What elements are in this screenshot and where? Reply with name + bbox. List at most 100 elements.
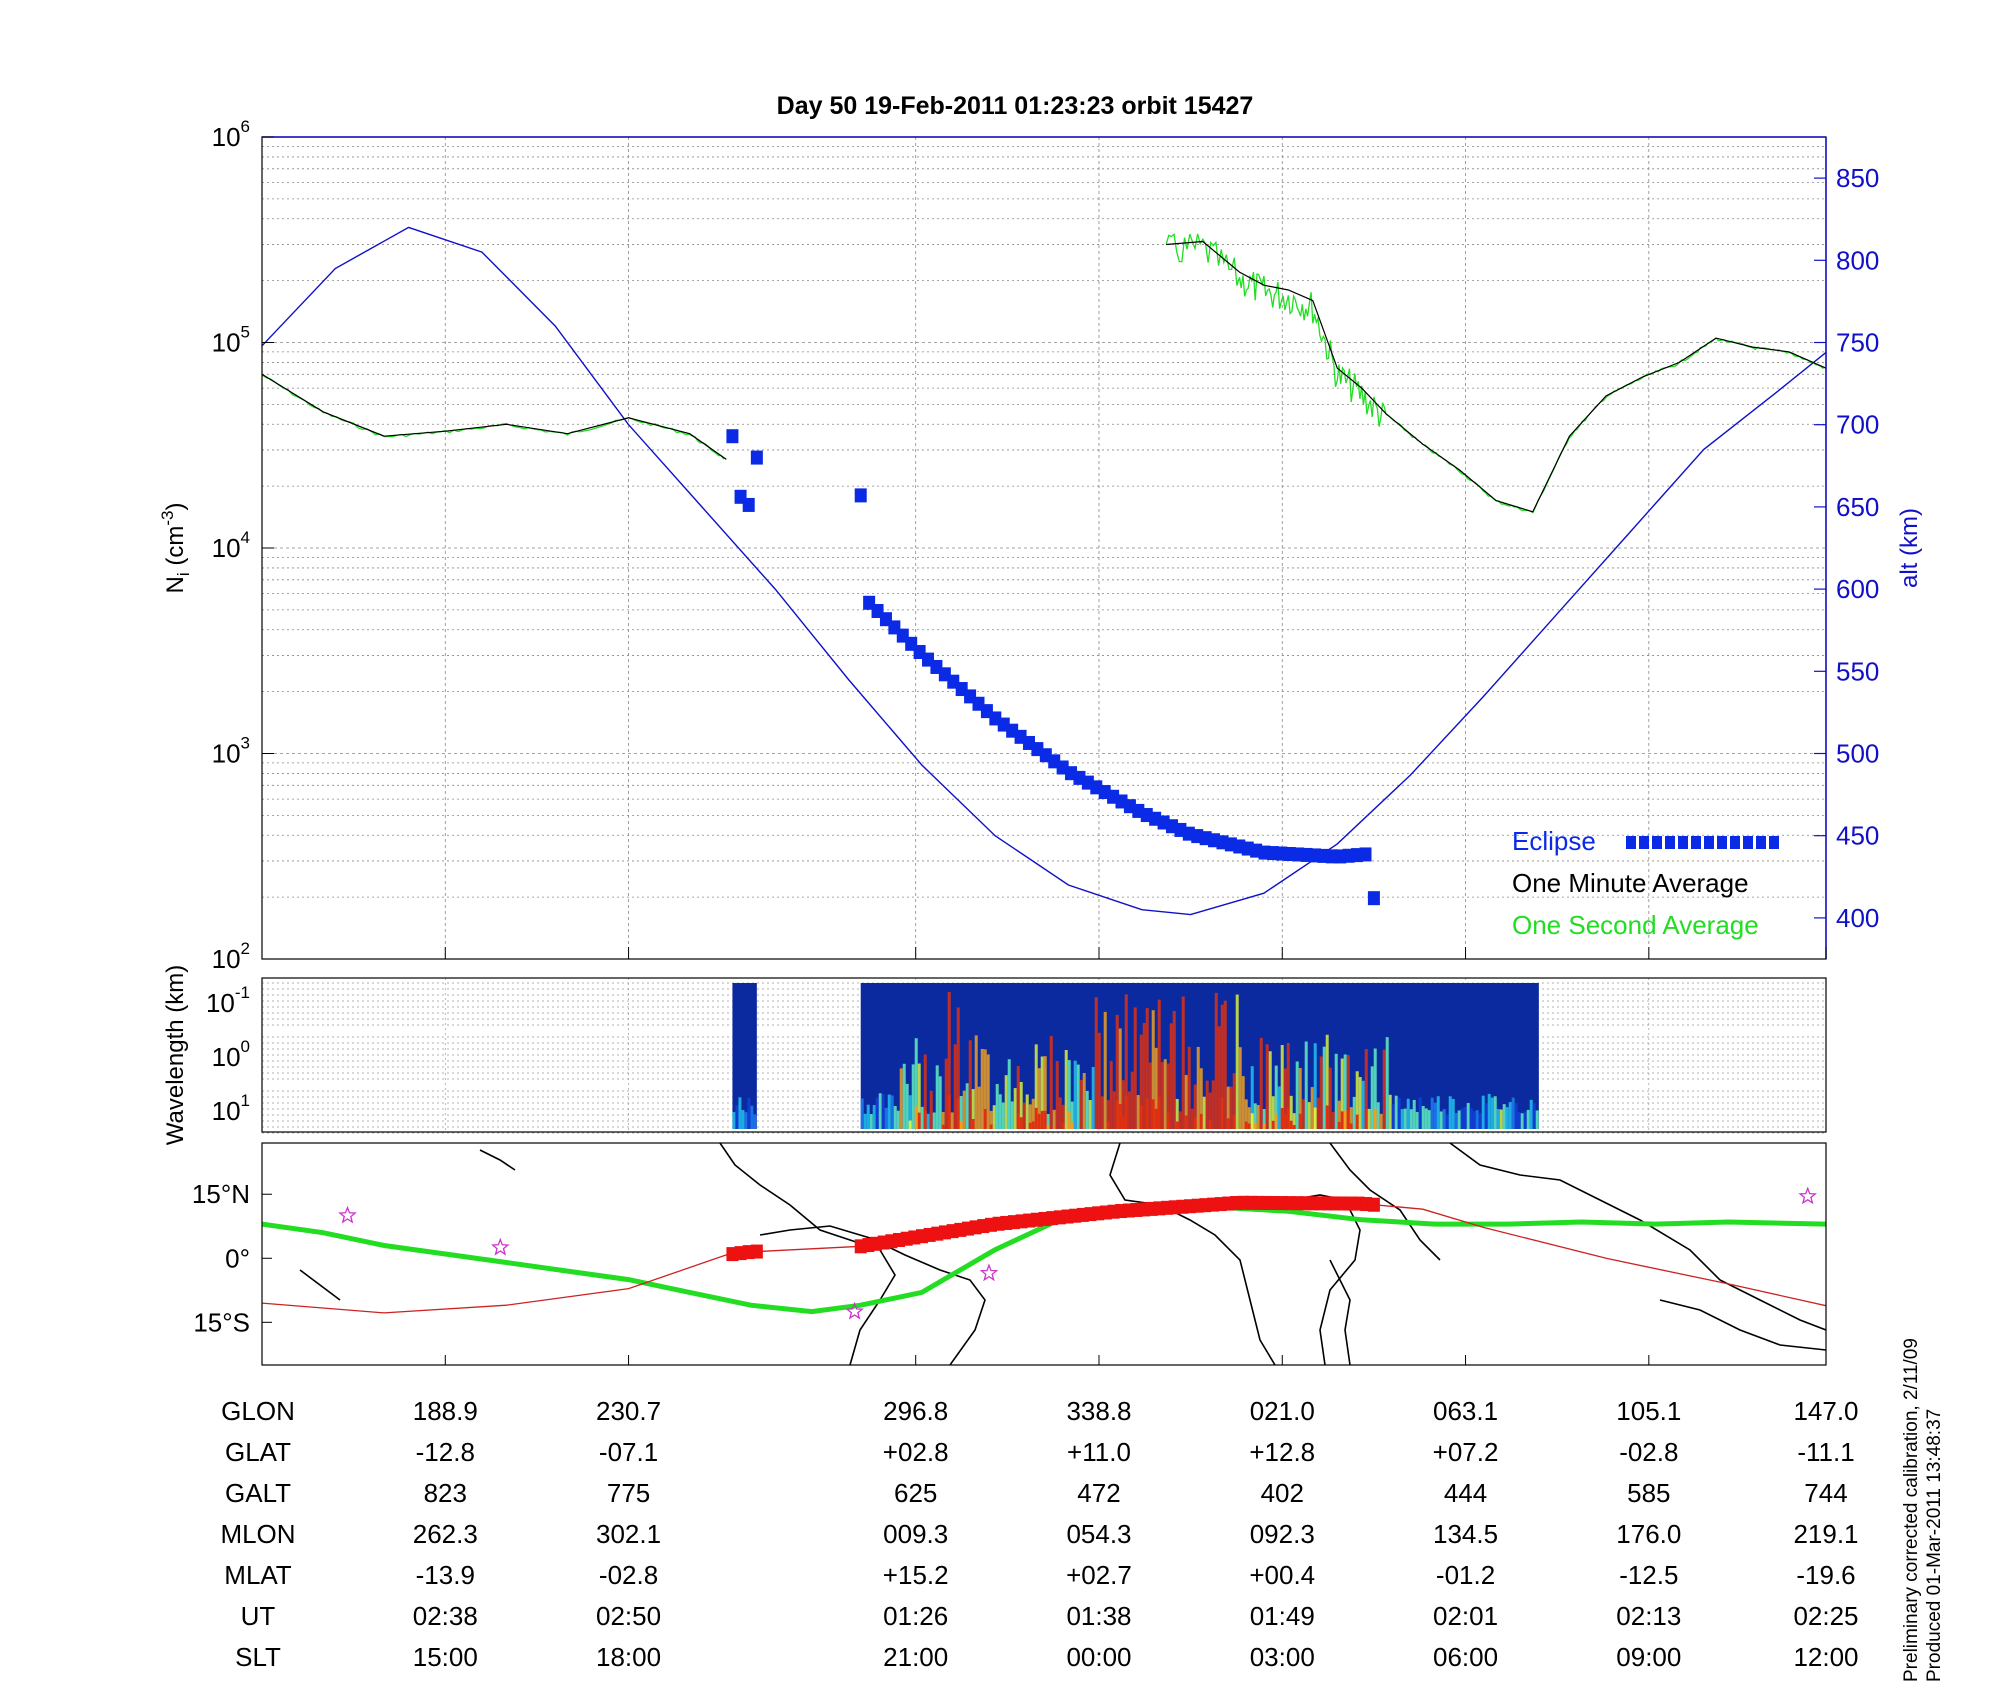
spectrogram-peak [1343,1110,1347,1129]
ephemeris-value: 219.1 [1793,1519,1858,1549]
ephemeris-value: 021.0 [1250,1396,1315,1426]
spectrogram-column [1052,1109,1056,1129]
spectrogram-peak [1220,1097,1224,1129]
spectrogram-column [1172,1011,1176,1129]
spectrogram-column [1241,1076,1245,1129]
ephemeris-value: 823 [424,1478,467,1508]
ephemeris-row-label: GLAT [225,1437,291,1467]
ion-density-y-label: Ni (cm-3) [158,503,193,594]
ephemeris-value: 18:00 [596,1642,661,1672]
spectrogram-column [1256,1105,1260,1129]
spectrogram-column [1466,1102,1470,1129]
spectrogram-peak [1118,1103,1122,1129]
spectrogram-column [1337,1100,1341,1129]
spectrogram-column [1184,1074,1188,1129]
ephemeris-value: 063.1 [1433,1396,1498,1426]
density-tick-label: 103 [212,734,250,769]
spectrogram-column [1130,1071,1134,1129]
spectrogram-column [938,1076,942,1129]
ephemeris-value: 15:00 [413,1642,478,1672]
spectrogram-column [1460,1108,1464,1129]
spectrogram-column [1247,1107,1251,1129]
spectrogram-column [893,1106,897,1129]
ephemeris-value: 092.3 [1250,1519,1315,1549]
spectrogram-peak [1298,1113,1302,1129]
spectrogram-column [1472,1110,1476,1129]
spectrogram-column [1088,1100,1092,1129]
spectrogram-column [1487,1093,1491,1129]
spectrogram-column [1019,1081,1023,1129]
spectrogram-column [950,1112,954,1129]
spectrogram-column [1085,1090,1089,1129]
spectrogram-peak [1145,1098,1149,1129]
spectrogram-column [1091,1066,1095,1129]
spectrogram-column [1160,1062,1164,1129]
spectrogram-column [741,1109,745,1129]
spectrogram-column [1040,1056,1044,1129]
ephemeris-value: -13.9 [416,1560,475,1590]
spectrogram-column [1226,1086,1230,1129]
spectrogram-column [1445,1114,1449,1129]
spectrogram-column [1295,1061,1299,1129]
spectrogram-peak [1346,1110,1350,1129]
eclipse-swatch-mark [1730,836,1740,849]
spectrogram-column [1175,1098,1179,1129]
ephemeris-row-label: MLAT [224,1560,292,1590]
track-eclipse-marker [1367,1197,1380,1212]
spectrogram-column [1322,1046,1326,1129]
ephemeris-value: 625 [894,1478,937,1508]
spectrogram-column [1289,1095,1293,1129]
spectrogram-column [1307,1102,1311,1129]
spectrogram-column [929,1090,933,1129]
spectrogram-column [920,1106,924,1129]
spectrogram-column [1022,1102,1026,1129]
altitude-tick-label: 800 [1836,245,1879,275]
ephemeris-value: 402 [1261,1478,1304,1508]
spectrogram-column [1097,1032,1101,1129]
spectrogram-column [1304,1041,1308,1129]
spectrogram-peak [1154,1108,1158,1129]
ephemeris-value: -02.8 [599,1560,658,1590]
eclipse-marker [1359,847,1372,862]
eclipse-swatch-mark [1678,836,1688,849]
spectrogram-peak [1115,1100,1119,1129]
eclipse-swatch-mark [1704,836,1714,849]
eclipse-swatch-mark [1743,836,1753,849]
spectrogram-column [1229,1086,1233,1129]
spectrogram-column [1310,1087,1314,1129]
spectrogram-column [1250,1066,1254,1129]
spectrogram-column [732,1112,736,1129]
spectrogram-peak [1286,1107,1290,1129]
spectrogram-column [1154,1047,1158,1129]
spectrogram-peak [1355,1114,1359,1129]
spectrogram-column [1436,1096,1440,1129]
spectrogram-peak [914,1106,918,1129]
spectrogram-column [1178,1111,1182,1129]
spectrogram-column [1070,1101,1074,1129]
spectrogram-column [959,1096,963,1129]
spectrogram-column [914,1038,918,1129]
ephemeris-value: 302.1 [596,1519,661,1549]
spectrogram-column [1124,994,1128,1129]
wavelength-tick-label: 10-1 [206,983,250,1018]
spectrogram-column [1082,1073,1086,1129]
spectrogram-column [986,1054,990,1129]
spectrogram-column [1403,1108,1407,1129]
track-eclipse-marker [1023,1213,1036,1228]
ephemeris-value: -02.8 [1619,1437,1678,1467]
spectrogram-column [1385,1037,1389,1129]
spectrogram-peak [1184,1115,1188,1129]
spectrogram-column [1394,1095,1398,1129]
eclipse-swatch-mark [1717,836,1727,849]
spectrogram-column [1409,1109,1413,1129]
ephemeris-value: 01:38 [1066,1601,1131,1631]
spectrogram-column [1061,1104,1065,1129]
spectrogram-column [1034,1044,1038,1129]
spectrogram-column [1301,1099,1305,1129]
spectrogram-peak [1274,1113,1278,1129]
coastline [1329,1259,1351,1365]
spectrogram-peak [941,1124,945,1129]
spectrogram-peak [923,1110,927,1129]
ephemeris-value: 02:38 [413,1601,478,1631]
ephemeris-value: +00.4 [1249,1560,1315,1590]
